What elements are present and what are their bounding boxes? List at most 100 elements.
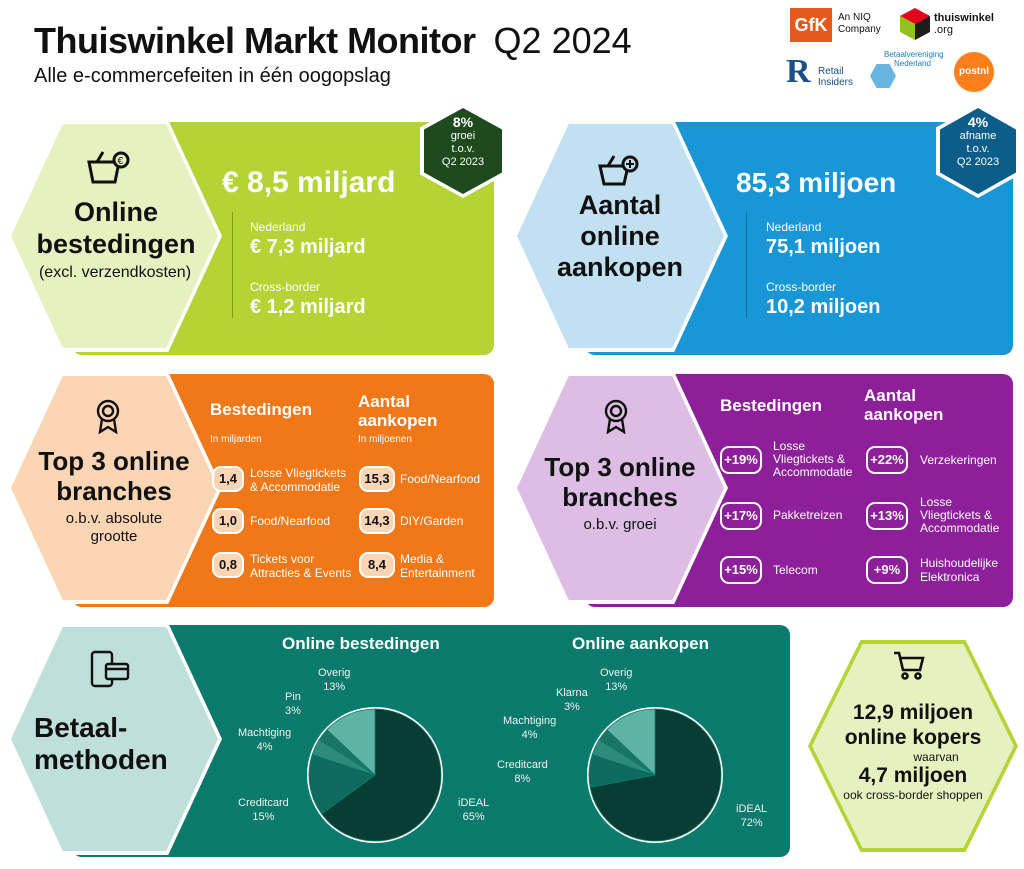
pie-label-name: Overig (600, 667, 633, 679)
spend-divider (232, 212, 233, 318)
top-growth-label-line1: Losse (773, 439, 806, 453)
top-growth-label: Telecom (773, 563, 818, 577)
thuiswinkel-logo-icon (898, 6, 932, 47)
basket-plus-icon (596, 152, 640, 193)
spend-nl-label: Nederland (250, 220, 306, 234)
purchases-nl-label: Nederland (766, 220, 822, 234)
pie-label-value: 13% (605, 681, 628, 693)
title-main: Thuiswinkel Markt Monitor (34, 20, 476, 61)
chart-title-purchases: Online aankopen (572, 634, 709, 653)
spend-badge-line2: t.o.v. (451, 143, 475, 155)
spend-title-line2: bestedingen (36, 229, 196, 259)
pie-chart-purchases (587, 707, 723, 843)
top-growth-col2-head: Aantal aankopen (864, 386, 943, 424)
top-growth-label: Verzekeringen (920, 453, 997, 467)
pie-label: Overig 13% (318, 666, 350, 694)
top-growth-label-line3: Accommodatie (773, 465, 853, 479)
buyers-waarvan: waarvan (913, 750, 959, 764)
top-growth-label-line1: Huishoudelijke (920, 556, 999, 570)
pie-label: Overig 13% (600, 666, 632, 694)
top-abs-label-line1: Losse Vliegtickets (250, 466, 347, 480)
top-growth-title-line1: Top 3 online (544, 452, 696, 482)
top-abs-title-line1: Top 3 online (38, 446, 190, 476)
pie-label: Creditcard 8% (497, 758, 548, 786)
page-subtitle: Alle e-commercefeiten in één oogopslag (34, 65, 391, 87)
top-abs-title-line2: branches (56, 476, 172, 506)
title-period: Q2 2024 (493, 20, 632, 61)
svg-text:€: € (118, 156, 124, 167)
top-abs-label: Losse Vliegtickets & Accommodatie (250, 466, 346, 494)
pie-label: iDEAL 65% (458, 796, 489, 824)
pie-slice-creditcard (308, 754, 376, 815)
spend-badge-line3: Q2 2023 (441, 156, 485, 168)
spend-title: Online bestedingen (26, 196, 206, 260)
page-title: Thuiswinkel Markt Monitor Q2 2024 (34, 20, 632, 62)
gfk-caption-line2: Company (838, 24, 881, 35)
pie-label-name: Klarna (556, 687, 588, 699)
purchases-nl-value: 75,1 miljoen (766, 236, 881, 258)
award-icon (94, 398, 122, 439)
top-abs-label: Media & Entertainment (400, 552, 475, 580)
top-abs-label: DIY/Garden (400, 514, 463, 528)
purchases-cb-label: Cross-border (766, 280, 837, 294)
purchases-badge-line1: afname (959, 130, 997, 142)
purchases-title-line2: online (580, 221, 660, 251)
gfk-caption-line1: An NIQ (838, 12, 871, 23)
purchases-divider (746, 212, 747, 318)
thuiswinkel-line2: .org (934, 24, 953, 36)
buyers-crossborder-label: ook cross-border shoppen (843, 788, 983, 802)
pie-slice-overig (606, 708, 656, 776)
top-abs-value: 1,4 (212, 466, 244, 492)
pie-slice-ideal (321, 708, 442, 842)
pie-label: Machtiging 4% (238, 726, 291, 754)
pie-label-value: 3% (285, 705, 301, 717)
pie-label-value: 72% (740, 817, 763, 829)
top-abs-value: 14,3 (359, 508, 395, 534)
retail-line2: Insiders (818, 77, 854, 88)
chart-title-spend: Online bestedingen (282, 634, 440, 653)
betaal-line1: Betaalvereniging (884, 50, 944, 59)
betaalvereniging-caption: Betaalvereniging Nederland (884, 50, 944, 68)
pie-label-name: Machtiging (503, 715, 557, 727)
top-abs-col2-head-line2: aankopen (358, 411, 438, 430)
top-growth-col1-head: Bestedingen (720, 396, 823, 415)
top-abs-label-line1: Food/Nearfood (250, 514, 331, 528)
gfk-caption: An NIQ Company (838, 12, 881, 36)
purchases-badge-line2: t.o.v. (966, 143, 990, 155)
top-growth-label: Losse Vliegtickets & Accommodatie (920, 496, 999, 535)
top-growth-value: +9% (866, 556, 908, 584)
retail-insiders-caption: Retail Insiders (818, 66, 853, 88)
purchases-title-line1: Aantal (578, 190, 662, 220)
retail-line1: Retail (818, 66, 844, 77)
purchases-badge-pct: 4% (967, 114, 989, 130)
phone-card-icon (88, 650, 132, 695)
buyers-text: 12,9 miljoen online kopers waarvan 4,7 m… (814, 700, 1012, 803)
top-growth-label-line1: Pakketreizen (773, 508, 843, 522)
pie-label: Klarna 3% (556, 686, 588, 714)
postnl-logo: postnl (954, 52, 994, 92)
top-abs-value: 15,3 (359, 466, 395, 492)
top-abs-label-line1: Food/Nearfood (400, 472, 481, 486)
payment-title: Betaal- methoden (34, 712, 168, 776)
top-abs-col2-head: Aantal aankopen (358, 392, 437, 430)
spend-cb-value: € 1,2 miljard (250, 296, 366, 318)
retail-insiders-logo: R (786, 53, 811, 90)
top-growth-label-line1: Verzekeringen (920, 453, 997, 467)
top-growth-label-line2: Elektronica (920, 570, 980, 584)
buyers-count-label: online kopers (844, 726, 982, 749)
buyers-crossborder-count: 4,7 miljoen (858, 764, 968, 787)
purchases-title: Aantal online aankopen (530, 190, 710, 283)
top-growth-title-line2: branches (562, 482, 678, 512)
basket-euro-icon: € (85, 148, 131, 191)
spend-title-line1: Online (73, 197, 158, 227)
pie-label-value: 15% (252, 811, 275, 823)
spend-cb-label: Cross-border (250, 280, 321, 294)
spend-nl-value: € 7,3 miljard (250, 236, 366, 258)
top-growth-value: +15% (720, 556, 762, 584)
top-growth-value: +13% (866, 502, 908, 530)
thuiswinkel-caption: thuiswinkel .org (934, 12, 994, 36)
top-abs-label-line2: Attracties & Events (250, 566, 352, 580)
purchases-total: 85,3 miljoen (736, 167, 897, 198)
top-abs-sub-line1: o.b.v. absolute (65, 510, 163, 527)
pie-label-value: 65% (462, 811, 485, 823)
